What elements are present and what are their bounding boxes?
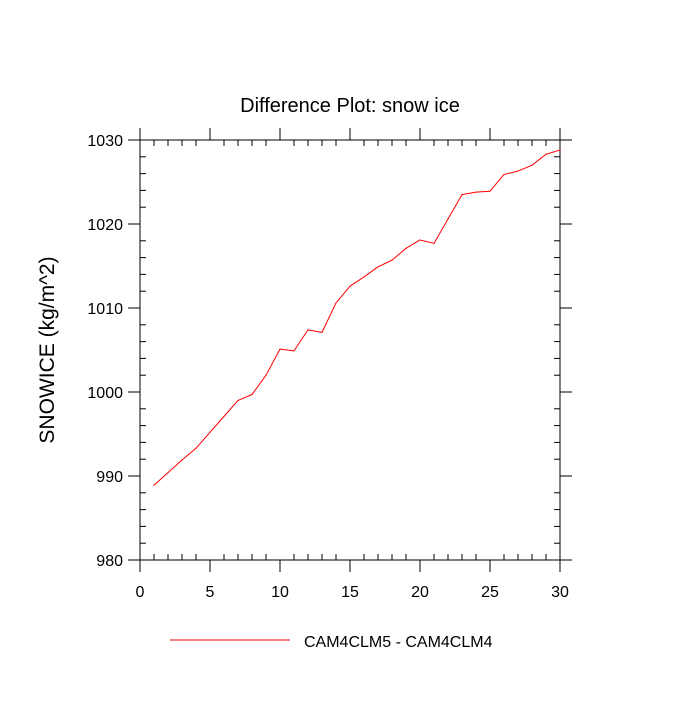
data-point xyxy=(153,484,155,486)
data-point xyxy=(209,431,211,433)
data-point xyxy=(517,170,519,172)
x-tick-label: 5 xyxy=(206,584,215,601)
legend: CAM4CLM5 - CAM4CLM4 xyxy=(170,634,493,651)
data-point xyxy=(251,393,253,396)
y-tick-label: 1020 xyxy=(87,217,123,234)
data-point xyxy=(223,415,225,417)
data-point xyxy=(405,247,407,249)
data-point xyxy=(531,164,533,166)
y-tick-label: 1000 xyxy=(87,385,123,402)
x-tick-label: 30 xyxy=(551,584,569,601)
series-line-0 xyxy=(153,149,561,486)
y-axis-label: SNOWICE (kg/m^2) xyxy=(36,256,59,443)
data-point xyxy=(461,194,463,196)
data-point xyxy=(433,242,435,244)
series-layer xyxy=(153,149,561,486)
y-tick-label: 990 xyxy=(96,469,123,486)
data-point xyxy=(335,302,337,304)
chart-title: Difference Plot: snow ice xyxy=(240,95,460,117)
data-point xyxy=(503,173,505,176)
data-point xyxy=(447,218,449,220)
data-point xyxy=(475,191,477,193)
y-tick-label: 980 xyxy=(96,553,123,570)
data-point xyxy=(321,331,323,333)
data-point xyxy=(237,399,239,401)
x-tick-label: 15 xyxy=(341,584,359,601)
data-point xyxy=(391,259,393,261)
data-point xyxy=(559,149,561,151)
data-point xyxy=(363,276,365,278)
data-point xyxy=(293,350,295,352)
data-point xyxy=(195,447,197,449)
data-point xyxy=(349,285,351,287)
plot-frame xyxy=(139,139,561,561)
y-tick-label: 1010 xyxy=(87,301,123,318)
axes: 0 5 10 15 20 25 30 980 990 1000 1010 1020 1030 xyxy=(87,128,572,601)
data-point xyxy=(167,472,169,474)
x-tick-label: 0 xyxy=(136,584,145,601)
legend-label: CAM4CLM5 - CAM4CLM4 xyxy=(304,634,493,651)
x-tick-label: 20 xyxy=(411,584,429,601)
data-point xyxy=(279,348,281,350)
data-point xyxy=(377,266,379,268)
x-tick-label: 25 xyxy=(481,584,499,601)
data-point xyxy=(489,190,491,192)
data-point xyxy=(307,329,309,331)
data-point xyxy=(419,239,421,241)
data-point xyxy=(181,459,183,461)
y-tick-label: 1030 xyxy=(87,133,123,150)
data-point xyxy=(545,153,547,155)
data-point xyxy=(265,374,267,376)
x-tick-label: 10 xyxy=(271,584,289,601)
